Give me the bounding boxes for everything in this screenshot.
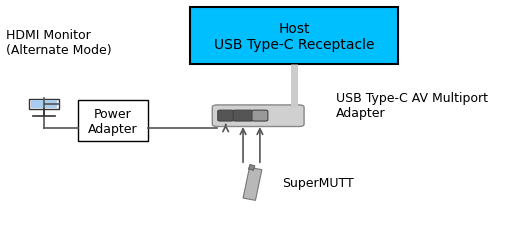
Text: USB Type-C AV Multiport
Adapter: USB Type-C AV Multiport Adapter: [336, 92, 488, 119]
FancyBboxPatch shape: [79, 101, 148, 142]
FancyBboxPatch shape: [190, 8, 398, 65]
FancyBboxPatch shape: [233, 111, 253, 122]
Text: Power
Adapter: Power Adapter: [88, 107, 138, 135]
Text: HDMI Monitor
(Alternate Mode): HDMI Monitor (Alternate Mode): [6, 29, 112, 56]
FancyBboxPatch shape: [218, 111, 233, 122]
FancyBboxPatch shape: [31, 101, 57, 109]
Polygon shape: [249, 165, 255, 171]
Polygon shape: [243, 168, 262, 200]
Text: Host
USB Type-C Receptacle: Host USB Type-C Receptacle: [214, 22, 374, 52]
FancyBboxPatch shape: [29, 99, 59, 110]
Text: SuperMUTT: SuperMUTT: [282, 176, 354, 189]
FancyBboxPatch shape: [252, 111, 268, 122]
FancyBboxPatch shape: [212, 105, 304, 127]
